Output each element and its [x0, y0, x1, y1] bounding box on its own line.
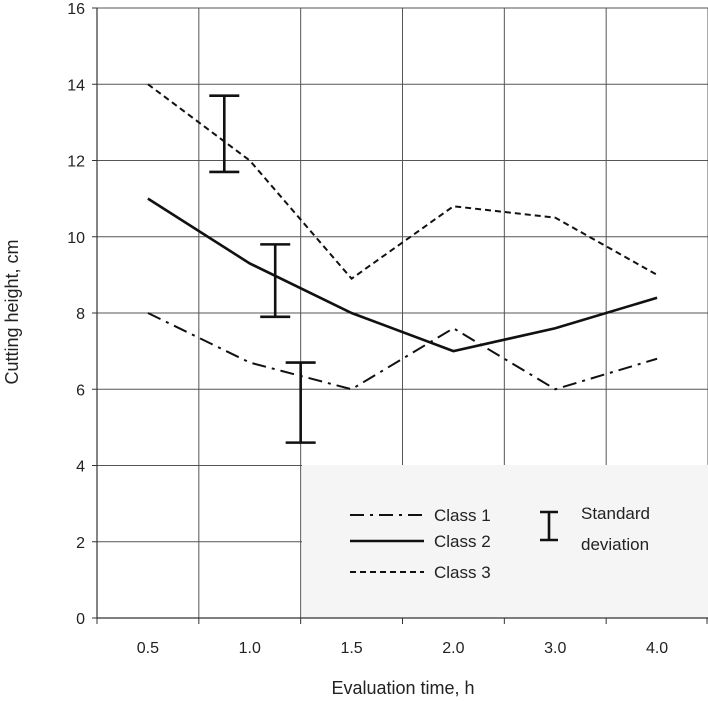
legend-label-class1: Class 1	[434, 506, 491, 525]
x-tick-label: 0.5	[137, 640, 159, 657]
legend-label-std-line1: Standard	[581, 504, 650, 523]
error-bar	[285, 361, 316, 444]
y-tick-label: 12	[67, 154, 85, 171]
x-tick-label: 2.0	[442, 640, 464, 657]
error-bar	[209, 94, 240, 174]
y-tick-label: 4	[76, 459, 85, 476]
legend-label-class3: Class 3	[434, 563, 491, 582]
series-line-class2	[147, 197, 658, 353]
series-line-class3	[147, 83, 658, 281]
error-bars	[209, 94, 316, 444]
legend: Class 1 Class 2 Class 3 Standard deviati…	[350, 504, 650, 582]
y-axis-title: Cutting height, cm	[2, 239, 22, 384]
x-tick-label: 4.0	[646, 640, 668, 657]
y-tick-label: 0	[76, 611, 85, 628]
legend-label-class2: Class 2	[434, 532, 491, 551]
series-line-class1	[147, 312, 658, 391]
y-tick-label: 8	[76, 306, 85, 323]
y-tick-label: 2	[76, 535, 85, 552]
series-layer	[147, 83, 658, 391]
y-tick-label: 16	[67, 1, 85, 18]
y-tick-label: 10	[67, 230, 85, 247]
x-tick-label: 1.0	[239, 640, 261, 657]
y-tick-label: 6	[76, 382, 85, 399]
axes: 0 2 4 6 8 10 12 14 16 0.5 1.0 1.5 2.0 3.0 4.0	[67, 1, 708, 657]
x-axis-title: Evaluation time, h	[331, 678, 474, 698]
legend-swatch-std-dev	[540, 510, 558, 542]
x-tick-label: 3.0	[544, 640, 566, 657]
x-tick-label: 1.5	[340, 640, 362, 657]
error-bar	[260, 243, 291, 319]
y-tick-label: 14	[67, 77, 85, 94]
legend-label-std-line2: deviation	[581, 535, 649, 554]
